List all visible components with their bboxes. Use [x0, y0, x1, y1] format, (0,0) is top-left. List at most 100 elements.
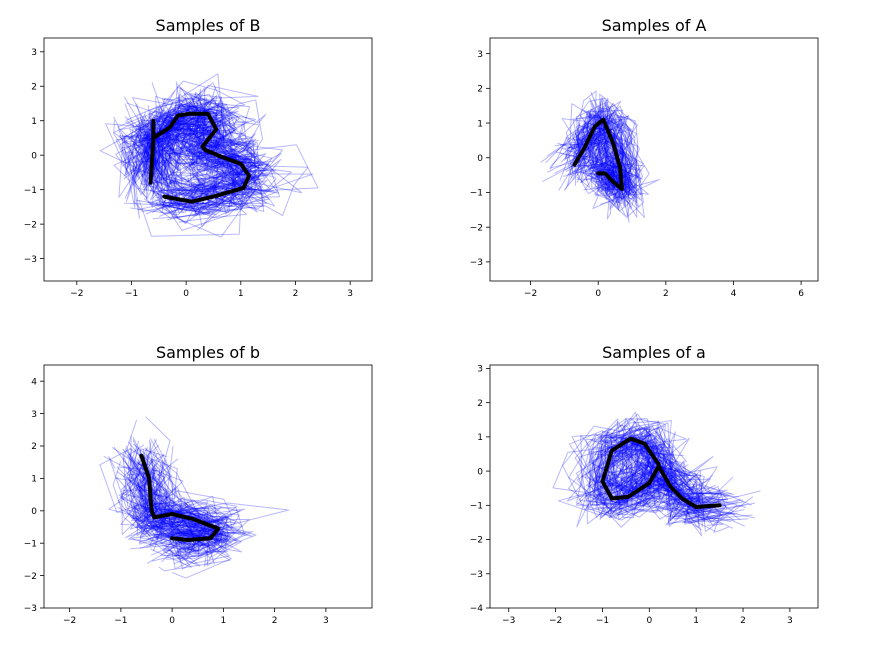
- sample-stroke: [125, 114, 220, 202]
- sample-stroke: [151, 82, 256, 201]
- sample-stroke: [99, 114, 251, 201]
- sample-stroke: [594, 430, 694, 511]
- sample-stroke: [602, 437, 715, 508]
- sample-stroke: [153, 99, 314, 193]
- sample-stroke: [142, 112, 256, 205]
- sample-stroke: [559, 102, 624, 211]
- sample-stroke: [576, 448, 689, 527]
- sample-stroke: [149, 120, 251, 223]
- mean-stroke: [600, 436, 722, 509]
- sample-stroke: [112, 461, 231, 572]
- sample-stroke: [542, 135, 630, 223]
- sample-stroke: [137, 105, 266, 201]
- sample-stroke: [572, 114, 630, 183]
- y-tick-label: 3: [31, 48, 37, 58]
- sample-stroke: [113, 124, 236, 199]
- sample-stroke: [131, 461, 230, 564]
- x-tick-label: 2: [663, 289, 669, 299]
- sample-stroke: [594, 437, 734, 529]
- sample-stroke: [607, 426, 714, 505]
- sample-stroke: [589, 431, 701, 516]
- sample-stroke: [118, 96, 281, 216]
- sample-stroke: [621, 425, 728, 497]
- x-tick-label: −2: [524, 289, 537, 299]
- sample-stroke: [138, 468, 216, 543]
- sample-stroke: [598, 428, 699, 511]
- sample-stroke: [560, 122, 610, 196]
- sample-stroke: [143, 461, 215, 565]
- sample-stroke: [624, 441, 738, 510]
- sample-stroke: [610, 443, 725, 525]
- sample-stroke: [557, 113, 634, 183]
- sample-stroke: [144, 456, 250, 555]
- sample-stroke: [122, 419, 222, 552]
- chart-svg-A: Samples of A −2 0 2 4 6 −3 −2 −1 0 1 2 3: [470, 16, 819, 299]
- sample-stroke: [132, 97, 265, 217]
- sample-stroke: [549, 128, 632, 196]
- y-tick-label: 3: [477, 50, 483, 60]
- sample-stroke: [129, 459, 220, 553]
- sample-stroke: [152, 451, 225, 545]
- sample-stroke: [599, 434, 723, 528]
- chart-title: Samples of A: [602, 16, 707, 35]
- sample-stroke: [127, 448, 230, 539]
- sample-stroke: [595, 448, 696, 505]
- sample-stroke: [126, 97, 219, 207]
- sample-stroke: [121, 116, 238, 207]
- sample-stroke: [596, 436, 735, 506]
- sample-stroke: [130, 435, 233, 535]
- sample-stroke: [575, 106, 642, 183]
- sample-stroke: [570, 130, 643, 181]
- sample-stroke: [597, 102, 645, 182]
- y-tick-label: 0: [31, 507, 37, 517]
- x-tick-label: 0: [646, 616, 652, 626]
- x-tick-label: −1: [125, 289, 138, 299]
- sample-stroke: [148, 120, 250, 205]
- sample-stroke: [576, 120, 633, 201]
- sample-stroke: [127, 104, 246, 237]
- sample-stroke: [139, 458, 210, 543]
- y-tick-label: −1: [470, 502, 483, 512]
- sample-stroke: [141, 98, 247, 215]
- sample-stroke: [124, 109, 262, 207]
- sample-stroke: [585, 428, 714, 524]
- x-tick-label: 0: [169, 616, 175, 626]
- y-tick-label: −1: [24, 186, 37, 196]
- sample-stroke: [563, 128, 624, 192]
- x-tick-label: 0: [595, 289, 601, 299]
- axes: −2 −1 0 1 2 3 −3 −2 −1 0 1 2 3: [24, 37, 373, 299]
- sample-stroke: [124, 102, 244, 207]
- sample-stroke: [601, 426, 746, 521]
- sample-stroke: [140, 438, 241, 532]
- x-tick-label: 1: [693, 616, 699, 626]
- x-tick-label: −2: [70, 289, 83, 299]
- y-tick-label: 2: [31, 82, 37, 92]
- sample-stroke: [133, 450, 223, 547]
- sample-stroke: [141, 124, 237, 207]
- sample-stroke: [150, 120, 265, 212]
- sample-stroke: [583, 120, 640, 210]
- sample-stroke: [130, 106, 270, 216]
- sample-stroke: [133, 103, 252, 224]
- sample-stroke: [596, 418, 745, 512]
- sample-stroke: [568, 435, 703, 516]
- sample-stroke: [145, 110, 264, 213]
- sample-stroke: [591, 453, 724, 518]
- sample-stroke: [595, 420, 730, 502]
- axes-frame: [489, 364, 819, 609]
- sample-stroke: [157, 106, 256, 205]
- sample-stroke: [576, 131, 619, 192]
- sample-stroke: [119, 466, 204, 547]
- sample-stroke: [157, 117, 263, 200]
- sample-stroke: [593, 122, 632, 189]
- sample-stroke: [558, 449, 703, 537]
- sample-stroke: [559, 100, 643, 174]
- mean-stroke: [148, 111, 251, 204]
- sample-stroke: [145, 87, 255, 192]
- sample-stroke: [163, 446, 257, 559]
- mean-stroke-group: [148, 111, 251, 204]
- sample-stroke: [586, 417, 735, 521]
- y-tick-label: 1: [477, 119, 483, 129]
- sample-stroke: [581, 438, 745, 524]
- sample-stroke: [123, 112, 238, 180]
